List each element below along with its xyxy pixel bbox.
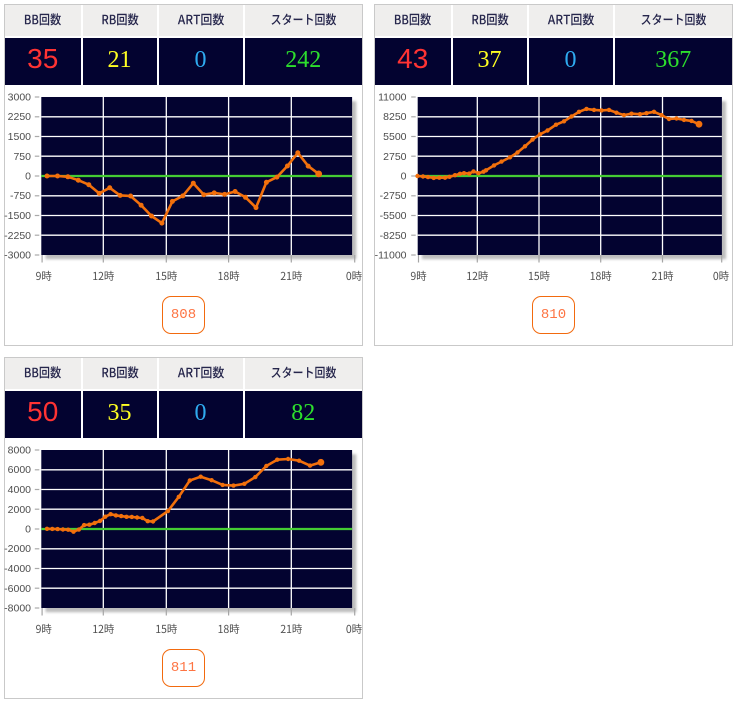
svg-text:2000: 2000	[8, 504, 32, 516]
svg-text:8000: 8000	[8, 445, 32, 457]
svg-text:0: 0	[25, 171, 31, 183]
svg-text:-8000: -8000	[4, 603, 31, 615]
svg-text:8250: 8250	[383, 111, 407, 123]
svg-text:2750: 2750	[383, 151, 407, 163]
svg-text:-2250: -2250	[4, 230, 31, 242]
svg-text:-4000: -4000	[4, 563, 31, 575]
svg-text:-750: -750	[10, 190, 31, 202]
svg-text:-3000: -3000	[4, 250, 31, 262]
svg-text:-2750: -2750	[380, 190, 407, 202]
svg-text:-5500: -5500	[380, 210, 407, 222]
svg-text:6000: 6000	[8, 464, 32, 476]
svg-text:-8250: -8250	[380, 230, 407, 242]
svg-text:4000: 4000	[8, 484, 32, 496]
svg-text:-6000: -6000	[4, 583, 31, 595]
svg-text:-1500: -1500	[4, 210, 31, 222]
svg-text:0: 0	[401, 171, 407, 183]
svg-text:2250: 2250	[8, 111, 32, 123]
svg-text:1500: 1500	[8, 131, 32, 143]
svg-text:11000: 11000	[378, 92, 407, 104]
svg-text:-2000: -2000	[4, 543, 31, 555]
svg-text:-11000: -11000	[375, 250, 407, 262]
svg-text:5500: 5500	[383, 131, 407, 143]
svg-text:3000: 3000	[8, 92, 32, 104]
svg-text:750: 750	[13, 151, 31, 163]
svg-text:0: 0	[25, 524, 31, 536]
